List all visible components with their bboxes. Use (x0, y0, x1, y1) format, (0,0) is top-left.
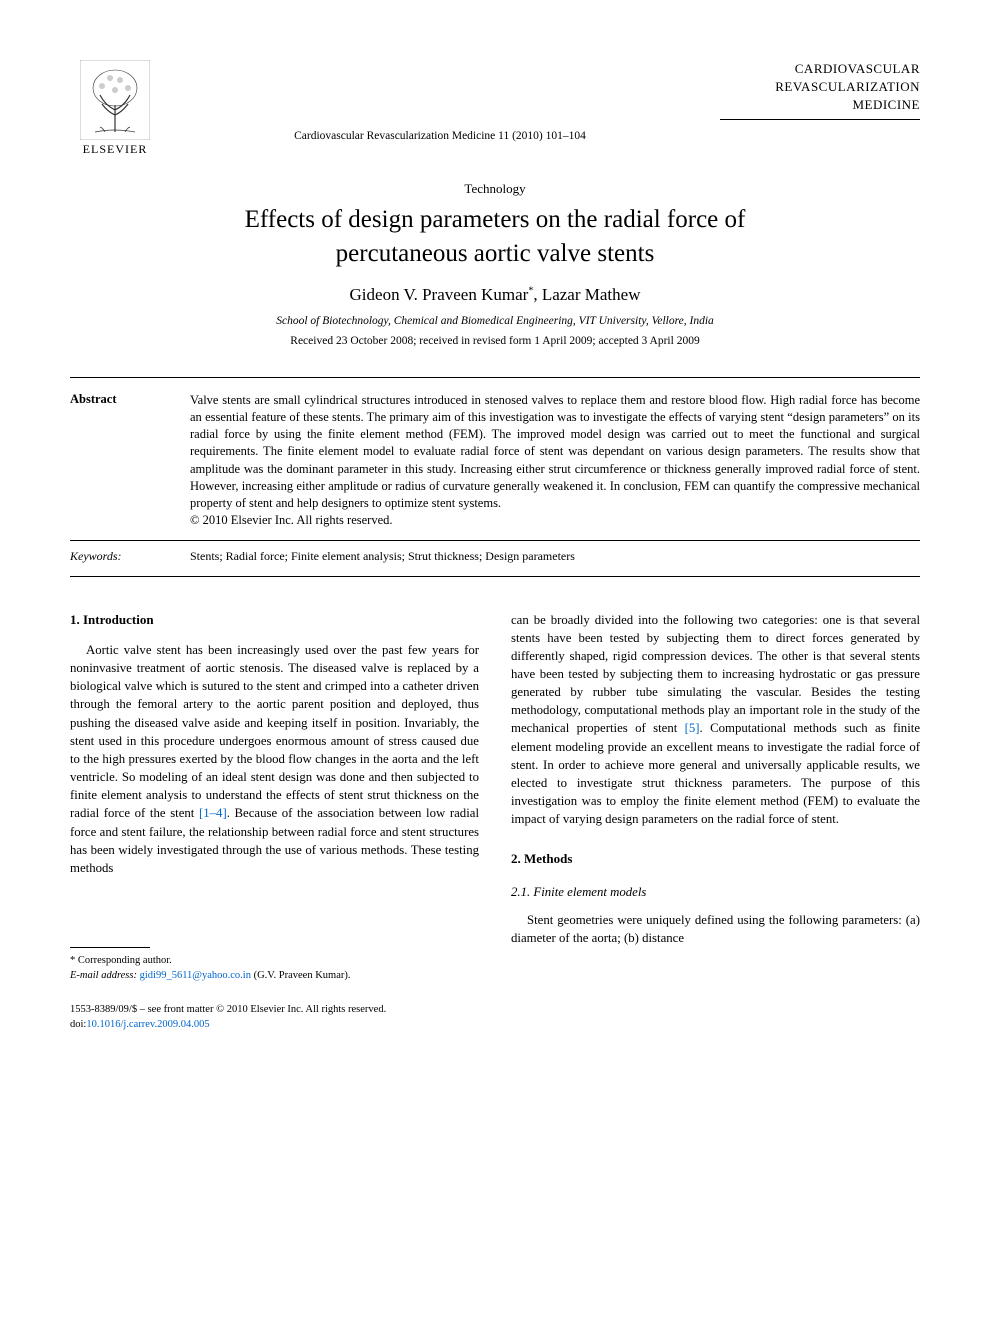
citation-link-2[interactable]: [5] (685, 721, 700, 735)
author-separator: , (533, 285, 542, 304)
footnote-block: * Corresponding author. E-mail address: … (70, 954, 479, 983)
doi-label: doi: (70, 1019, 86, 1030)
methods-paragraph-1: Stent geometries were uniquely defined u… (511, 911, 920, 947)
issn-copyright-line: 1553-8389/09/$ – see front matter © 2010… (70, 1003, 479, 1018)
header: ELSEVIER Cardiovascular Revascularizatio… (70, 60, 920, 157)
intro-paragraph-1: Aortic valve stent has been increasingly… (70, 641, 479, 877)
footer-block: 1553-8389/09/$ – see front matter © 2010… (70, 1003, 479, 1032)
article-category: Technology (70, 181, 920, 197)
body-columns: 1. Introduction Aortic valve stent has b… (70, 611, 920, 1033)
citation-link-1[interactable]: [1–4] (199, 806, 227, 820)
column-right: can be broadly divided into the followin… (511, 611, 920, 1033)
doi-link[interactable]: 10.1016/j.carrev.2009.04.005 (86, 1019, 209, 1030)
abstract-label: Abstract (70, 392, 190, 530)
title-line-2: percutaneous aortic valve stents (336, 240, 655, 267)
section-2-heading: 2. Methods (511, 850, 920, 868)
elsevier-tree-icon (80, 60, 150, 140)
publisher-name: ELSEVIER (83, 142, 148, 157)
abstract-block: Abstract Valve stents are small cylindri… (70, 378, 920, 540)
section-1-heading: 1. Introduction (70, 611, 479, 629)
corresponding-author-note: * Corresponding author. (70, 954, 479, 969)
intro-p1-text-a: Aortic valve stent has been increasingly… (70, 643, 479, 820)
doi-line: doi:10.1016/j.carrev.2009.04.005 (70, 1018, 479, 1033)
abstract-copyright: © 2010 Elsevier Inc. All rights reserved… (190, 513, 393, 527)
title-line-1: Effects of design parameters on the radi… (245, 206, 746, 233)
journal-line-2: REVASCULARIZATION (720, 78, 920, 96)
email-link[interactable]: gidi99_5611@yahoo.co.in (140, 970, 251, 981)
section-2-1-heading: 2.1. Finite element models (511, 883, 920, 901)
email-line: E-mail address: gidi99_5611@yahoo.co.in … (70, 969, 479, 984)
journal-line-3: MEDICINE (720, 96, 920, 114)
keywords-label: Keywords: (70, 549, 190, 564)
email-suffix: (G.V. Praveen Kumar). (251, 970, 351, 981)
author-2: Lazar Mathew (542, 285, 641, 304)
keywords-text: Stents; Radial force; Finite element ana… (190, 549, 920, 564)
footnote-separator (70, 947, 150, 948)
column-left: 1. Introduction Aortic valve stent has b… (70, 611, 479, 1033)
publisher-logo-block: ELSEVIER (70, 60, 160, 157)
abstract-body: Valve stents are small cylindrical struc… (190, 393, 920, 511)
affiliation: School of Biotechnology, Chemical and Bi… (70, 315, 920, 327)
journal-underline (720, 119, 920, 120)
intro-paragraph-2: can be broadly divided into the followin… (511, 611, 920, 829)
rule-bottom (70, 576, 920, 577)
intro-p2-text-a: can be broadly divided into the followin… (511, 613, 920, 736)
citation: Cardiovascular Revascularization Medicin… (160, 60, 720, 142)
authors: Gideon V. Praveen Kumar*, Lazar Mathew (70, 285, 920, 305)
abstract-text: Valve stents are small cylindrical struc… (190, 392, 920, 530)
intro-p2-text-b: . Computational methods such as finite e… (511, 721, 920, 826)
journal-title-block: CARDIOVASCULAR REVASCULARIZATION MEDICIN… (720, 60, 920, 120)
journal-line-1: CARDIOVASCULAR (720, 60, 920, 78)
email-label: E-mail address: (70, 970, 137, 981)
keywords-block: Keywords: Stents; Radial force; Finite e… (70, 541, 920, 576)
author-1: Gideon V. Praveen Kumar (350, 285, 529, 304)
article-title: Effects of design parameters on the radi… (70, 203, 920, 271)
article-dates: Received 23 October 2008; received in re… (70, 335, 920, 347)
